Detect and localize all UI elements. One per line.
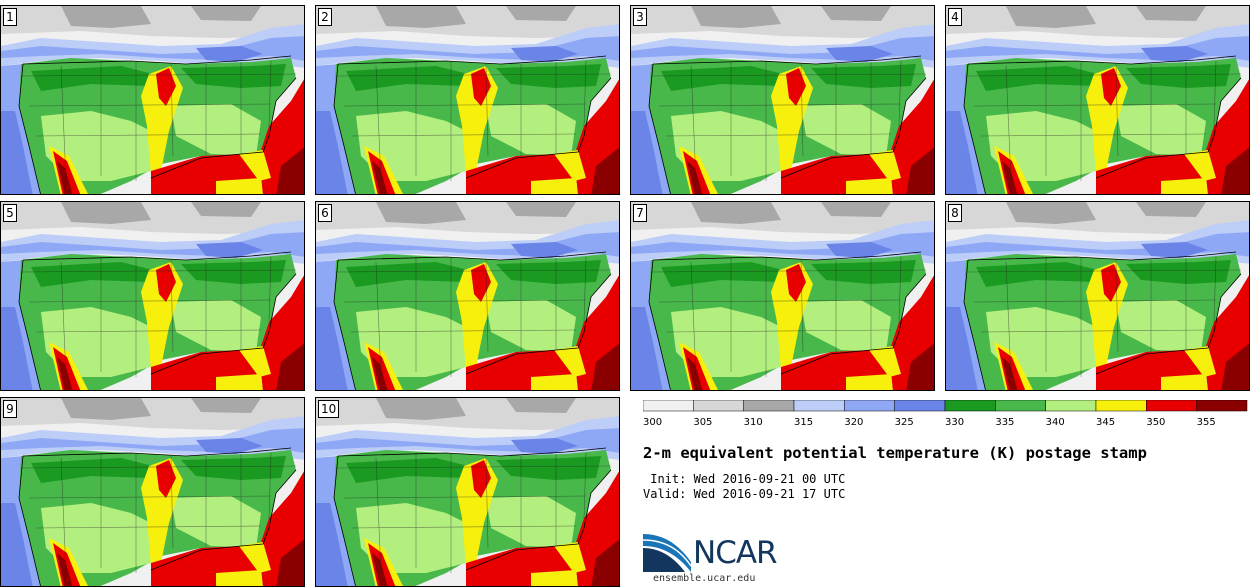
init-time: Init: Wed 2016-09-21 00 UTC [643,472,846,486]
colorbar-tick-label: 330 [945,417,964,428]
colorbar-swatch [793,400,845,412]
ensemble-map [316,6,619,194]
panel-label: 7 [633,204,647,222]
colorbar-tick-label: 300 [643,417,662,428]
panel-label: 2 [318,8,332,26]
panel-label: 9 [3,400,17,418]
colorbar-tick-label: 345 [1096,417,1115,428]
colorbar-tick-label: 340 [1046,417,1065,428]
ensemble-panel: 3 [630,5,935,195]
ensemble-panel: 6 [315,201,620,391]
panel-label: 3 [633,8,647,26]
ncar-logo: NCAR [643,530,793,574]
ensemble-panel: 7 [630,201,935,391]
colorbar-swatch [643,400,694,412]
ensemble-panel: 5 [0,201,305,391]
colorbar-tick-label: 350 [1146,417,1165,428]
ensemble-panel: 9 [0,397,305,587]
panel-label: 1 [3,8,17,26]
ensemble-map [316,202,619,390]
colorbar-swatch [1095,400,1147,412]
ensemble-map [631,202,934,390]
panel-label: 8 [948,204,962,222]
colorbar-tick-label: 315 [794,417,813,428]
colorbar-swatch [743,400,795,412]
colorbar-swatch [894,400,946,412]
panel-label: 4 [948,8,962,26]
colorbar-tick-label: 355 [1197,417,1216,428]
panel-label: 10 [318,400,340,418]
ensemble-map [316,398,619,586]
ensemble-map [1,6,304,194]
ncar-logo-icon [643,534,692,572]
colorbar-swatch [944,400,996,412]
ensemble-map [946,6,1249,194]
chart-title: 2-m equivalent potential temperature (K)… [643,444,1147,462]
colorbar-swatch [995,400,1046,412]
panel-label: 6 [318,204,332,222]
ensemble-panel: 2 [315,5,620,195]
panel-label: 5 [3,204,17,222]
ensemble-panel: 8 [945,201,1250,391]
colorbar-swatch [1146,400,1197,412]
ncar-logo-text: NCAR [693,535,778,571]
colorbar-tick-label: 310 [744,417,763,428]
ensemble-panel: 1 [0,5,305,195]
ensemble-panel: 10 [315,397,620,587]
valid-time: Valid: Wed 2016-09-21 17 UTC [643,487,846,501]
colorbar-tick-label: 335 [995,417,1014,428]
ensemble-map [1,202,304,390]
colorbar-swatch [1045,400,1097,412]
colorbar-swatch [693,400,744,412]
ensemble-map [946,202,1249,390]
colorbar-swatch [844,400,895,412]
colorbar-tick-label: 305 [693,417,712,428]
ensemble-panel: 4 [945,5,1250,195]
colorbar-tick-label: 325 [895,417,914,428]
colorbar: 300 305 310 315 320 325 330 335 340 345 350 355 [643,400,1248,428]
colorbar-swatch [1196,400,1248,412]
ensemble-map [631,6,934,194]
ensemble-map [1,398,304,586]
logo-url: ensemble.ucar.edu [653,573,756,584]
colorbar-tick-label: 320 [844,417,863,428]
